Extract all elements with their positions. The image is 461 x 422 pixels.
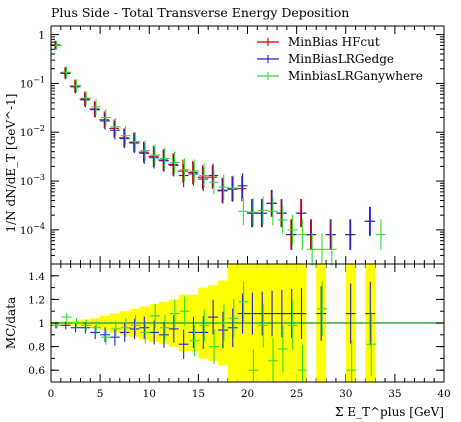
x-tick-label: 30 <box>339 388 352 400</box>
chart-labels: 1 10−1 10−2 10−3 10−4 0 5 10 15 20 25 30 35 40 0.6 0.8 1… <box>4 5 451 419</box>
x-tick-label: 25 <box>290 388 303 400</box>
ratio-y-axis-label: MC/data <box>4 297 18 349</box>
y-tick-label: 10−2 <box>20 124 45 139</box>
chart-title: Plus Side - Total Transverse Energy Depo… <box>51 5 349 20</box>
x-tick-label: 20 <box>241 388 254 400</box>
legend-label: MinBiasLRGedge <box>288 52 394 66</box>
y-tick-label: 10−4 <box>20 222 45 237</box>
x-tick-label: 5 <box>97 388 104 400</box>
y-tick-label: 1 <box>38 30 45 42</box>
ratio-y-tick-label: 1.4 <box>28 271 45 283</box>
y-tick-label: 10−3 <box>20 173 45 188</box>
ratio-panel <box>50 263 445 383</box>
y-tick-label: 10−1 <box>20 75 45 90</box>
x-tick-label: 0 <box>48 388 55 400</box>
x-axis-label: Σ E_T^plus [GeV] <box>335 405 444 419</box>
x-tick-label: 35 <box>388 388 401 400</box>
ratio-y-tick-label: 0.8 <box>28 342 45 354</box>
x-tick-label: 15 <box>192 388 205 400</box>
legend-label: MinbiasLRGanywhere <box>288 69 423 83</box>
ratio-y-tick-label: 1.2 <box>28 294 45 306</box>
ratio-y-tick-label: 0.6 <box>28 365 45 377</box>
x-tick-label: 10 <box>143 388 156 400</box>
ratio-y-tick-label: 1 <box>38 318 45 330</box>
x-tick-label: 40 <box>437 388 450 400</box>
main-panel <box>50 25 445 382</box>
legend-label: MinBias HFcut <box>288 35 380 49</box>
y-axis-label: 1/N dN/dE_T [GeV^-1] <box>4 94 18 233</box>
